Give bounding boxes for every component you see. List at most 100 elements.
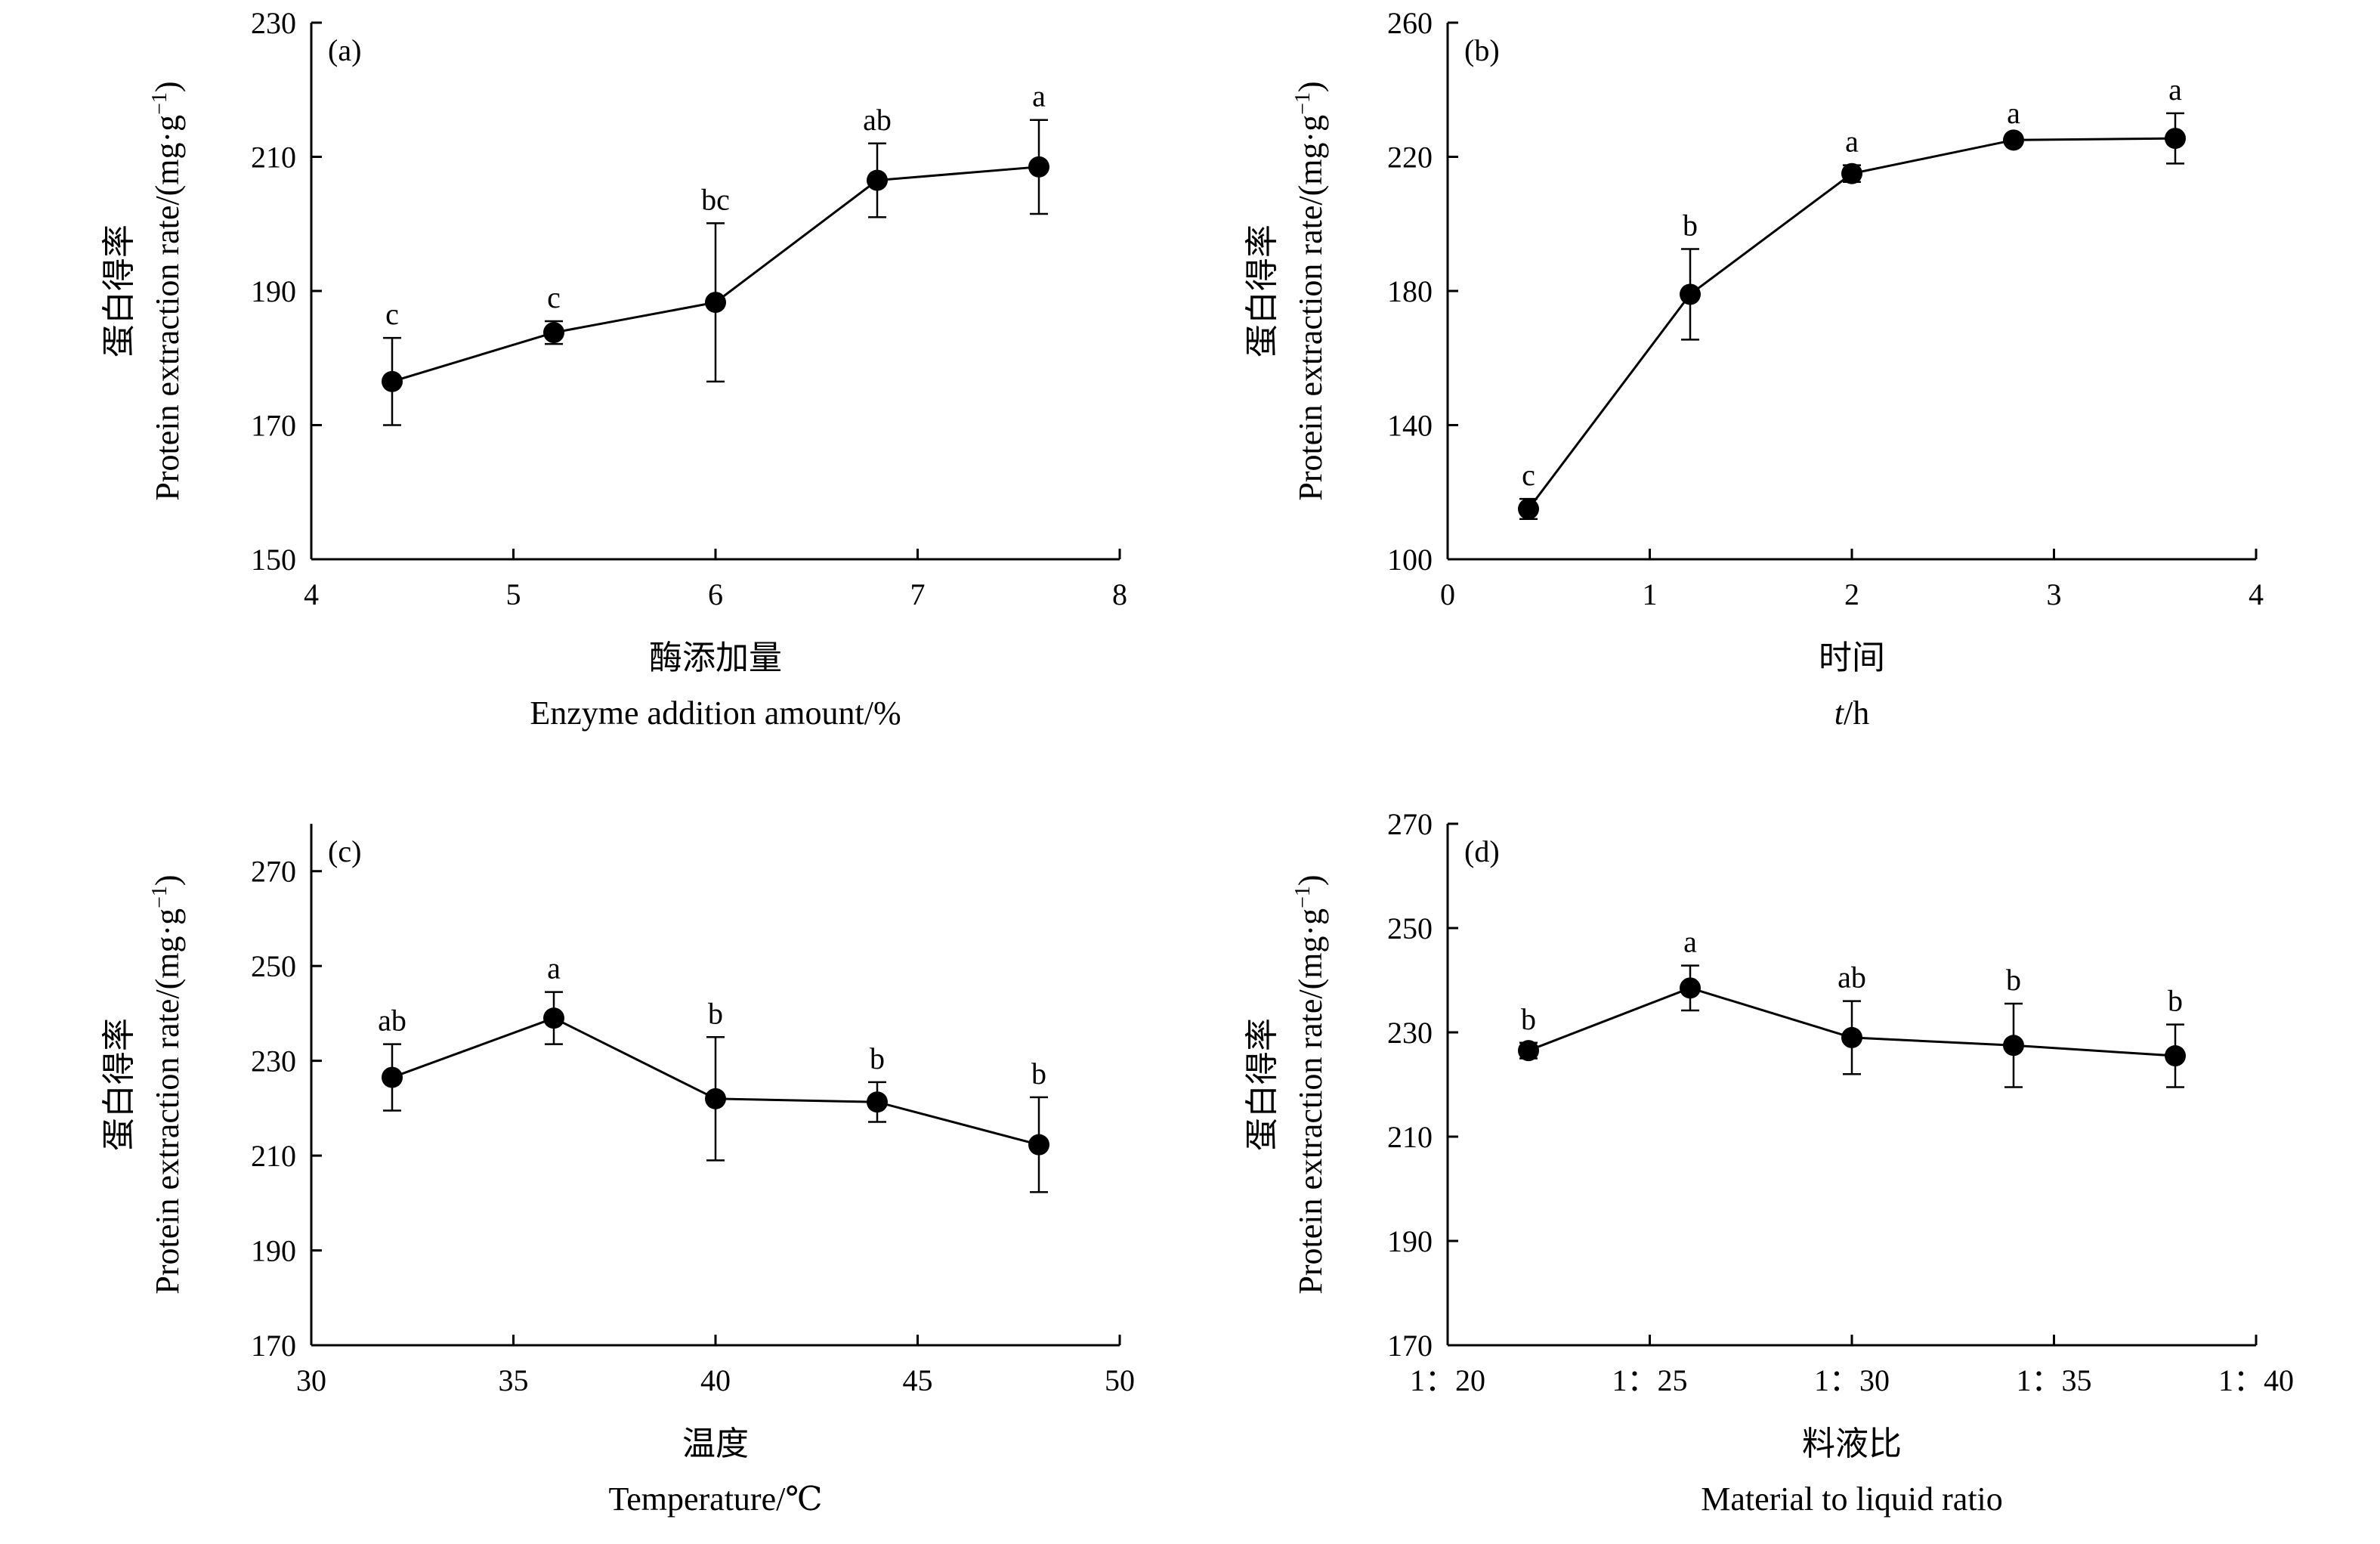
data-point <box>705 1088 726 1109</box>
significance-letter: ab <box>863 103 892 137</box>
x-axis-label-en-text: Temperature/℃ <box>608 1481 822 1518</box>
y-tick-label: 180 <box>1387 274 1433 308</box>
y-tick-label: 170 <box>251 409 296 443</box>
x-axis-label-cn: 温度 <box>682 1425 749 1462</box>
significance-letter: a <box>2007 96 2020 130</box>
x-tick-label: 6 <box>708 577 723 611</box>
data-point <box>1841 162 1862 184</box>
x-tick-label: 1 <box>1643 577 1658 611</box>
significance-letter: b <box>1031 1057 1046 1091</box>
x-axis-label-italic: t <box>1834 695 1845 732</box>
y-axis-label-cn: 蛋白得率 <box>100 224 138 357</box>
significance-letter: b <box>2168 984 2183 1018</box>
y-axis-label-cn: 蛋白得率 <box>1244 1018 1281 1151</box>
y-tick-label: 230 <box>251 1044 296 1078</box>
x-tick-label: 5 <box>506 577 521 611</box>
y-axis-label-en: Protein extraction rate/(mg·g−1) <box>1291 874 1329 1294</box>
x-tick-label: 40 <box>700 1363 731 1397</box>
x-tick-label: 50 <box>1105 1363 1135 1397</box>
significance-letter: a <box>1683 925 1697 959</box>
x-axis-label-en: Material to liquid ratio <box>1701 1481 2003 1518</box>
significance-letter: ab <box>1838 961 1866 995</box>
series-line <box>1527 137 2176 510</box>
x-tick-label: 4 <box>304 577 319 611</box>
data-point <box>543 1007 564 1029</box>
x-tick-label: 1：20 <box>1410 1363 1485 1397</box>
significance-letter: a <box>1032 79 1046 113</box>
y-axis-label-en-main: Protein extraction rate/(mg·g <box>1292 115 1329 501</box>
y-axis-label-close: ) <box>149 81 186 92</box>
significance-letter: ab <box>378 1004 406 1038</box>
x-tick-label: 3 <box>2047 577 2062 611</box>
y-tick-label: 190 <box>1387 1224 1433 1258</box>
x-axis-label-en: Temperature/℃ <box>608 1481 822 1518</box>
y-axis-label-en: Protein extraction rate/(mg·g−1) <box>1291 81 1329 500</box>
data-point <box>867 169 888 191</box>
x-tick-label: 2 <box>1844 577 1859 611</box>
y-tick-label: 230 <box>1387 1016 1433 1050</box>
y-tick-label: 190 <box>251 274 296 308</box>
y-tick-label: 270 <box>1387 807 1433 841</box>
data-point <box>382 370 403 392</box>
y-tick-label: 210 <box>1387 1120 1433 1154</box>
y-axis-label-close: ) <box>149 874 186 886</box>
significance-letter: c <box>1522 458 1535 492</box>
y-tick-label: 100 <box>1387 543 1433 577</box>
x-axis-label-en: t/h <box>1834 695 1869 732</box>
y-axis-label-sup: −1 <box>148 886 172 908</box>
data-point <box>1680 283 1701 305</box>
x-axis-label-cn: 料液比 <box>1802 1425 1902 1462</box>
x-tick-label: 7 <box>910 577 926 611</box>
x-axis-label-rest: /h <box>1844 695 1869 732</box>
data-point <box>1028 1134 1049 1156</box>
data-point <box>2165 128 2186 150</box>
y-axis-label-en: Protein extraction rate/(mg·g−1) <box>148 874 186 1294</box>
x-axis-label-cn: 酶添加量 <box>649 639 782 676</box>
x-tick-label: 35 <box>499 1363 529 1397</box>
data-point <box>2003 129 2024 151</box>
y-tick-label: 170 <box>1387 1329 1433 1363</box>
y-tick-label: 250 <box>251 949 296 983</box>
x-axis-label-en: Enzyme addition amount/% <box>530 695 901 732</box>
x-axis-label-cn: 时间 <box>1819 639 1885 676</box>
panel-a: 150 170 190 210 230 4 5 6 7 8 (a) c c bc ab a 蛋白得率 Protei… <box>100 6 1127 732</box>
significance-letter: c <box>385 297 399 331</box>
y-axis-label-sup: −1 <box>1291 886 1315 908</box>
y-axis-label-en: Protein extraction rate/(mg·g−1) <box>148 81 186 500</box>
x-tick-label: 45 <box>903 1363 933 1397</box>
y-tick-label: 170 <box>251 1329 296 1363</box>
x-tick-label: 1：25 <box>1612 1363 1688 1397</box>
y-tick-label: 230 <box>251 6 296 40</box>
y-axis-label-close: ) <box>1292 81 1329 92</box>
x-tick-label: 1：40 <box>2218 1363 2294 1397</box>
y-tick-label: 210 <box>251 141 296 175</box>
significance-letter: b <box>1683 209 1698 243</box>
x-tick-label: 1：30 <box>1814 1363 1890 1397</box>
data-point <box>543 322 564 344</box>
y-tick-label: 270 <box>251 855 296 889</box>
y-tick-label: 250 <box>1387 911 1433 945</box>
x-tick-label: 4 <box>2249 577 2264 611</box>
y-tick-label: 190 <box>251 1234 296 1268</box>
data-point <box>382 1066 403 1088</box>
data-point <box>2165 1045 2186 1067</box>
panel-label: (b) <box>1464 33 1500 67</box>
data-point <box>705 292 726 314</box>
significance-letter: b <box>1521 1002 1536 1036</box>
data-point <box>1518 498 1539 520</box>
y-axis-label-en-main: Protein extraction rate/(mg·g <box>149 115 186 501</box>
significance-letter: c <box>547 280 561 314</box>
panel-d: 170 190 210 230 250 270 1：20 1：25 1：30 1：35 1：40 (d… <box>1244 807 2294 1518</box>
y-tick-label: 210 <box>251 1139 296 1173</box>
panel-b: 100 140 180 220 260 0 1 2 3 4 (b) c b a a a 蛋白得率 Protein … <box>1244 6 2264 732</box>
y-tick-label: 220 <box>1387 141 1433 175</box>
significance-letter: b <box>870 1041 885 1075</box>
y-tick-label: 260 <box>1387 6 1433 40</box>
y-axis-label-en-main: Protein extraction rate/(mg·g <box>149 908 186 1295</box>
significance-letter: a <box>1845 125 1859 159</box>
x-tick-label: 8 <box>1112 577 1127 611</box>
panel-label: (a) <box>328 33 361 67</box>
x-tick-label: 30 <box>296 1363 326 1397</box>
